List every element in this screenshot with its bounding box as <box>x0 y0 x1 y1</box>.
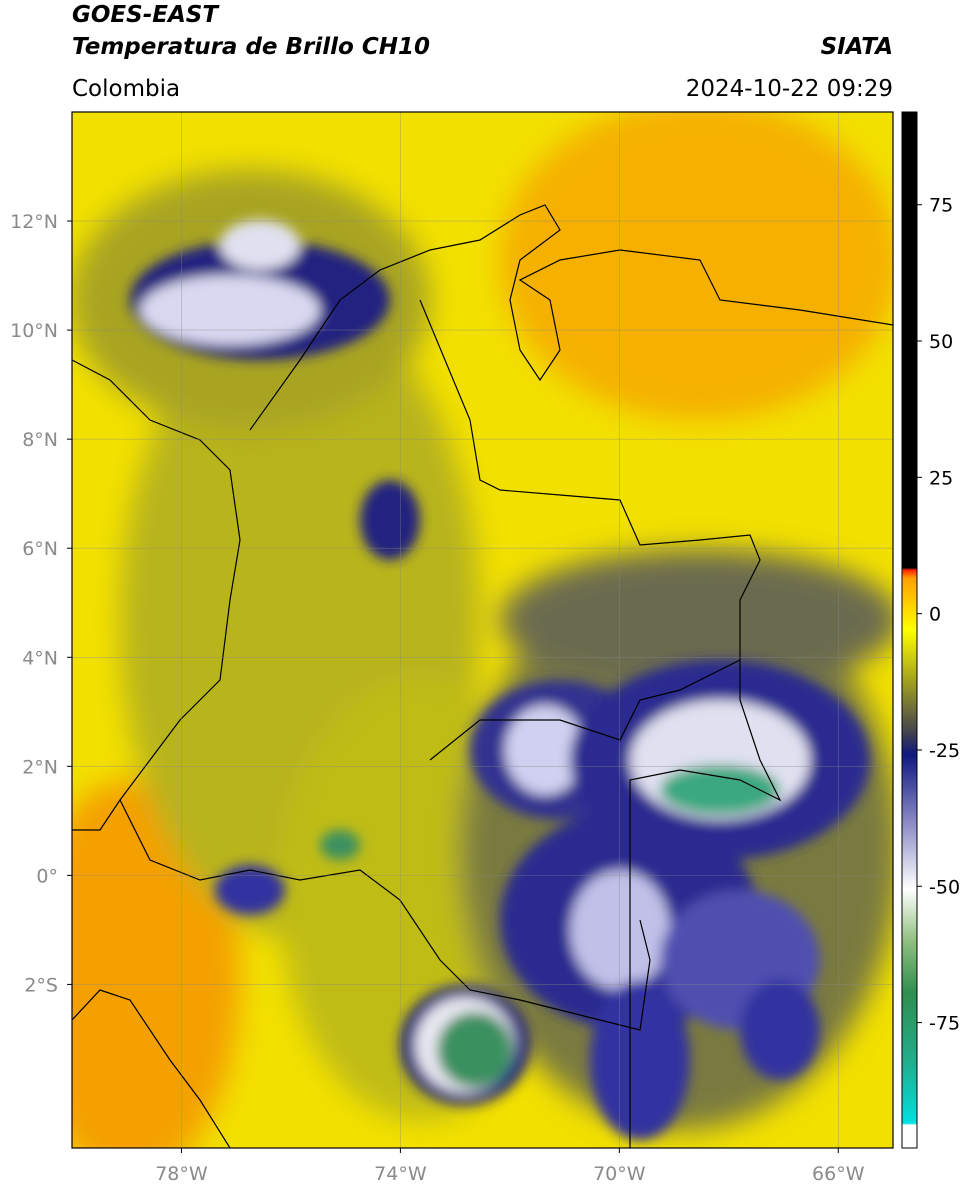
y-tick-label: 4°N <box>22 647 58 669</box>
source: SIATA <box>821 34 893 60</box>
y-tick-label: 0° <box>36 865 58 887</box>
y-tick-label: 2°S <box>24 974 58 996</box>
map-frame <box>71 111 894 1149</box>
y-tick-label: 6°N <box>22 538 58 560</box>
colorbar-tick-label: -25 <box>929 740 960 762</box>
x-tick-label: 78°W <box>155 1163 208 1185</box>
x-tick-label: 70°W <box>593 1163 646 1185</box>
x-tick-label: 74°W <box>374 1163 427 1185</box>
colorbar-tick-label: 25 <box>929 467 953 489</box>
colorbar <box>901 111 918 1149</box>
y-tick-label: 12°N <box>10 211 58 233</box>
colorbar-tick-label: -50 <box>929 876 960 898</box>
y-tick-label: 8°N <box>22 429 58 451</box>
colorbar-tick-label: 75 <box>929 195 953 217</box>
region: Colombia <box>72 76 180 102</box>
colorbar-tick-label: -75 <box>929 1013 960 1035</box>
y-tick-label: 10°N <box>10 320 58 342</box>
title: GOES-EAST <box>72 2 220 28</box>
subtitle: Temperatura de Brillo CH10 <box>72 34 430 60</box>
y-tick-label: 2°N <box>22 756 58 778</box>
x-tick-label: 66°W <box>812 1163 865 1185</box>
graticule <box>72 112 893 1148</box>
datetime: 2024-10-22 09:29 <box>686 76 893 102</box>
satellite-image <box>72 112 893 1148</box>
colorbar-tick-label: 50 <box>929 331 953 353</box>
colorbar-tick-label: 0 <box>929 604 941 626</box>
